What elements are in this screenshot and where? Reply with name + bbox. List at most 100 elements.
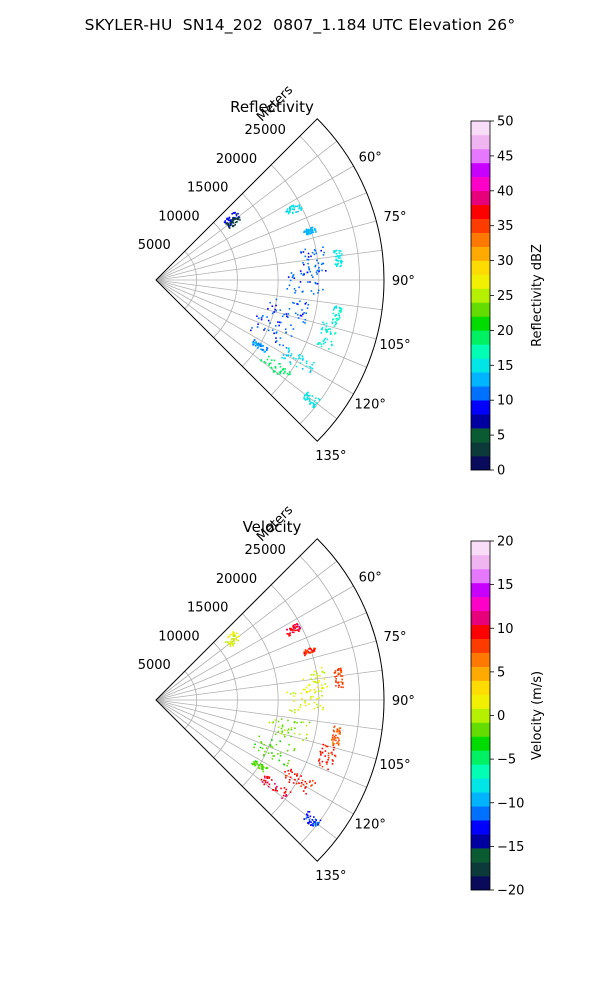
echo-gate (331, 322, 334, 325)
echo-gate (304, 230, 306, 232)
echo-gate (273, 332, 275, 335)
echo-gate (335, 263, 338, 266)
echo-gate (327, 752, 330, 755)
echo-gate (251, 327, 253, 329)
colorbar-segment (471, 638, 490, 653)
echo-gate (224, 641, 227, 643)
echo-gate (227, 219, 230, 221)
echo-gate (315, 825, 317, 827)
echo-gate (267, 329, 270, 332)
echo-gate (319, 750, 322, 753)
echo-gate (333, 742, 336, 745)
echo-gate (335, 317, 337, 320)
echo-gate (275, 309, 277, 312)
echo-gate (281, 315, 284, 318)
echo-gate (270, 366, 273, 369)
colorbar-segment (471, 204, 490, 220)
echo-gate (335, 256, 337, 258)
echo-gate (293, 631, 295, 634)
echo-gate (320, 263, 323, 266)
echo-gate (232, 212, 235, 214)
echo-gate (320, 328, 323, 330)
azimuth-gridline (155, 560, 338, 701)
radial-tick-label: 25000 (245, 543, 286, 558)
echo-gate (269, 744, 271, 746)
echo-gate (302, 290, 304, 293)
echo-gate (286, 315, 288, 318)
echo-gate (301, 359, 304, 361)
echo-gate (339, 307, 341, 309)
echo-gate (337, 318, 339, 320)
echo-gate (323, 251, 325, 254)
echo-gate (303, 652, 305, 655)
echo-gate (226, 217, 229, 220)
echo-gate (224, 221, 227, 224)
echo-gate (334, 333, 336, 335)
echo-gate (281, 368, 284, 371)
echo-gate (268, 777, 270, 779)
echo-gate (233, 635, 235, 638)
echo-gate (232, 632, 234, 635)
colorbar-segment (471, 176, 490, 192)
echo-gate (308, 268, 311, 271)
colorbar-segment (471, 694, 490, 709)
radial-tick-label: 20000 (216, 572, 257, 587)
echo-gate (235, 218, 237, 220)
echo-gate (321, 747, 324, 750)
echo-gate (292, 205, 294, 207)
echo-gate (261, 764, 263, 766)
echo-gate (336, 259, 338, 262)
echo-gate (292, 275, 294, 277)
echo-gate (296, 205, 298, 208)
echo-gate (294, 778, 296, 781)
echo-gate (238, 635, 240, 637)
echo-gate (335, 685, 337, 687)
echo-gate (295, 624, 297, 626)
echo-gate (283, 734, 285, 736)
echo-gate (274, 789, 277, 792)
echo-gate (280, 732, 282, 735)
echo-gate (291, 628, 293, 631)
echo-gate (339, 311, 342, 313)
echo-gate (310, 824, 312, 826)
echo-gate (309, 371, 311, 373)
echo-gate (288, 781, 291, 783)
echo-gate (331, 321, 334, 324)
echo-gate (314, 264, 317, 267)
echo-gate (297, 629, 299, 631)
radial-tick-label: 15000 (187, 181, 228, 196)
echo-gate (305, 737, 308, 739)
echo-gate (256, 344, 259, 346)
echo-gate (296, 629, 298, 632)
echo-gate (301, 355, 304, 357)
echo-gate (281, 356, 283, 359)
echo-gate (253, 746, 255, 749)
echo-gate (305, 301, 307, 304)
echo-gate (309, 232, 311, 234)
echo-gate (315, 690, 317, 693)
echo-gate (324, 337, 327, 340)
echo-gate (295, 365, 298, 368)
echo-gate (307, 281, 309, 283)
echo-gate (234, 221, 237, 224)
echo-gate (339, 673, 341, 675)
echo-gate (336, 742, 338, 745)
echo-gate (314, 229, 317, 232)
echo-gate (318, 821, 320, 824)
echo-gate (322, 706, 325, 709)
colorbar-segment (471, 834, 490, 849)
echo-gate (336, 265, 338, 267)
echo-gate (275, 340, 278, 342)
echo-gate (335, 680, 337, 682)
echo-gate (284, 328, 287, 330)
echo-gate (308, 690, 311, 693)
echo-gate (315, 231, 317, 233)
echo-gate (298, 782, 300, 785)
echo-gate (304, 318, 307, 321)
echo-gate (335, 253, 338, 255)
echo-gate (274, 370, 276, 373)
azimuth-gridline (155, 279, 338, 420)
echo-gate (335, 305, 338, 307)
echo-gate (300, 272, 303, 275)
echo-gate (321, 269, 323, 272)
